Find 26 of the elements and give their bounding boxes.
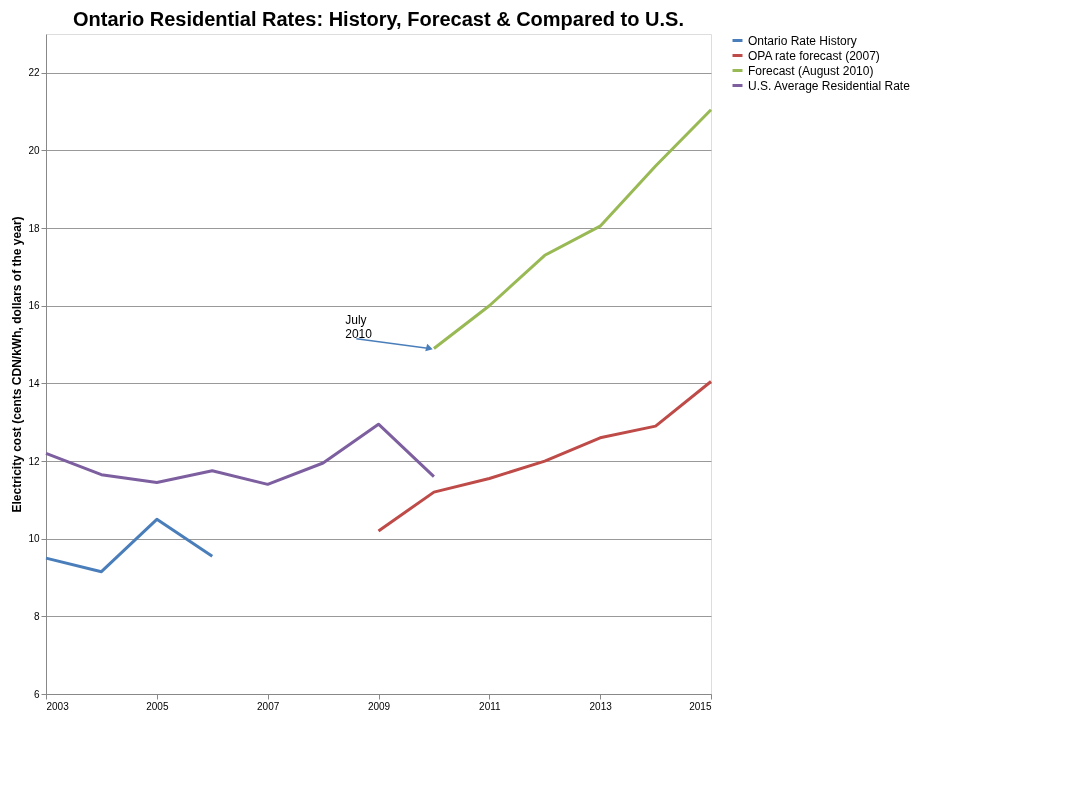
x-tick-label: 2005 — [146, 700, 169, 712]
y-tick-label: 8 — [33, 610, 40, 622]
y-tick-label: 14 — [28, 377, 40, 389]
line-series — [44, 517, 214, 574]
y-tick-label: 18 — [28, 222, 40, 234]
y-tick-label: 12 — [28, 455, 40, 467]
y-tick-label: 22 — [28, 67, 40, 79]
y-tick-label: 20 — [28, 144, 40, 156]
legend-label: OPA rate forecast (2007) — [748, 48, 880, 63]
x-tick-label: 2015 — [689, 700, 712, 712]
y-tick-label: 10 — [28, 533, 40, 545]
x-tick-label: 2007 — [257, 700, 280, 712]
legend-label: Forecast (August 2010) — [748, 63, 874, 78]
x-tick-label: 2003 — [46, 700, 70, 712]
line-series — [44, 422, 436, 486]
annotation: July 2010 — [345, 313, 373, 342]
y-tick-label: 6 — [33, 688, 40, 700]
x-tick-label: 2009 — [367, 700, 391, 712]
chart-title: Ontario Residential Rates: History, Forecast & Compared to U.S. — [73, 8, 684, 30]
legend-label: U.S. Average Residential Rate — [748, 78, 911, 93]
line-series — [377, 379, 713, 533]
x-tick-label: 2011 — [479, 700, 502, 712]
y-tick-label: 16 — [28, 300, 40, 312]
y-axis-title: Electricity cost (cents CDN/kWh, dollars of the year) — [10, 216, 25, 513]
legend-label: Ontario Rate History — [748, 33, 857, 48]
x-tick-label: 2013 — [589, 700, 613, 712]
